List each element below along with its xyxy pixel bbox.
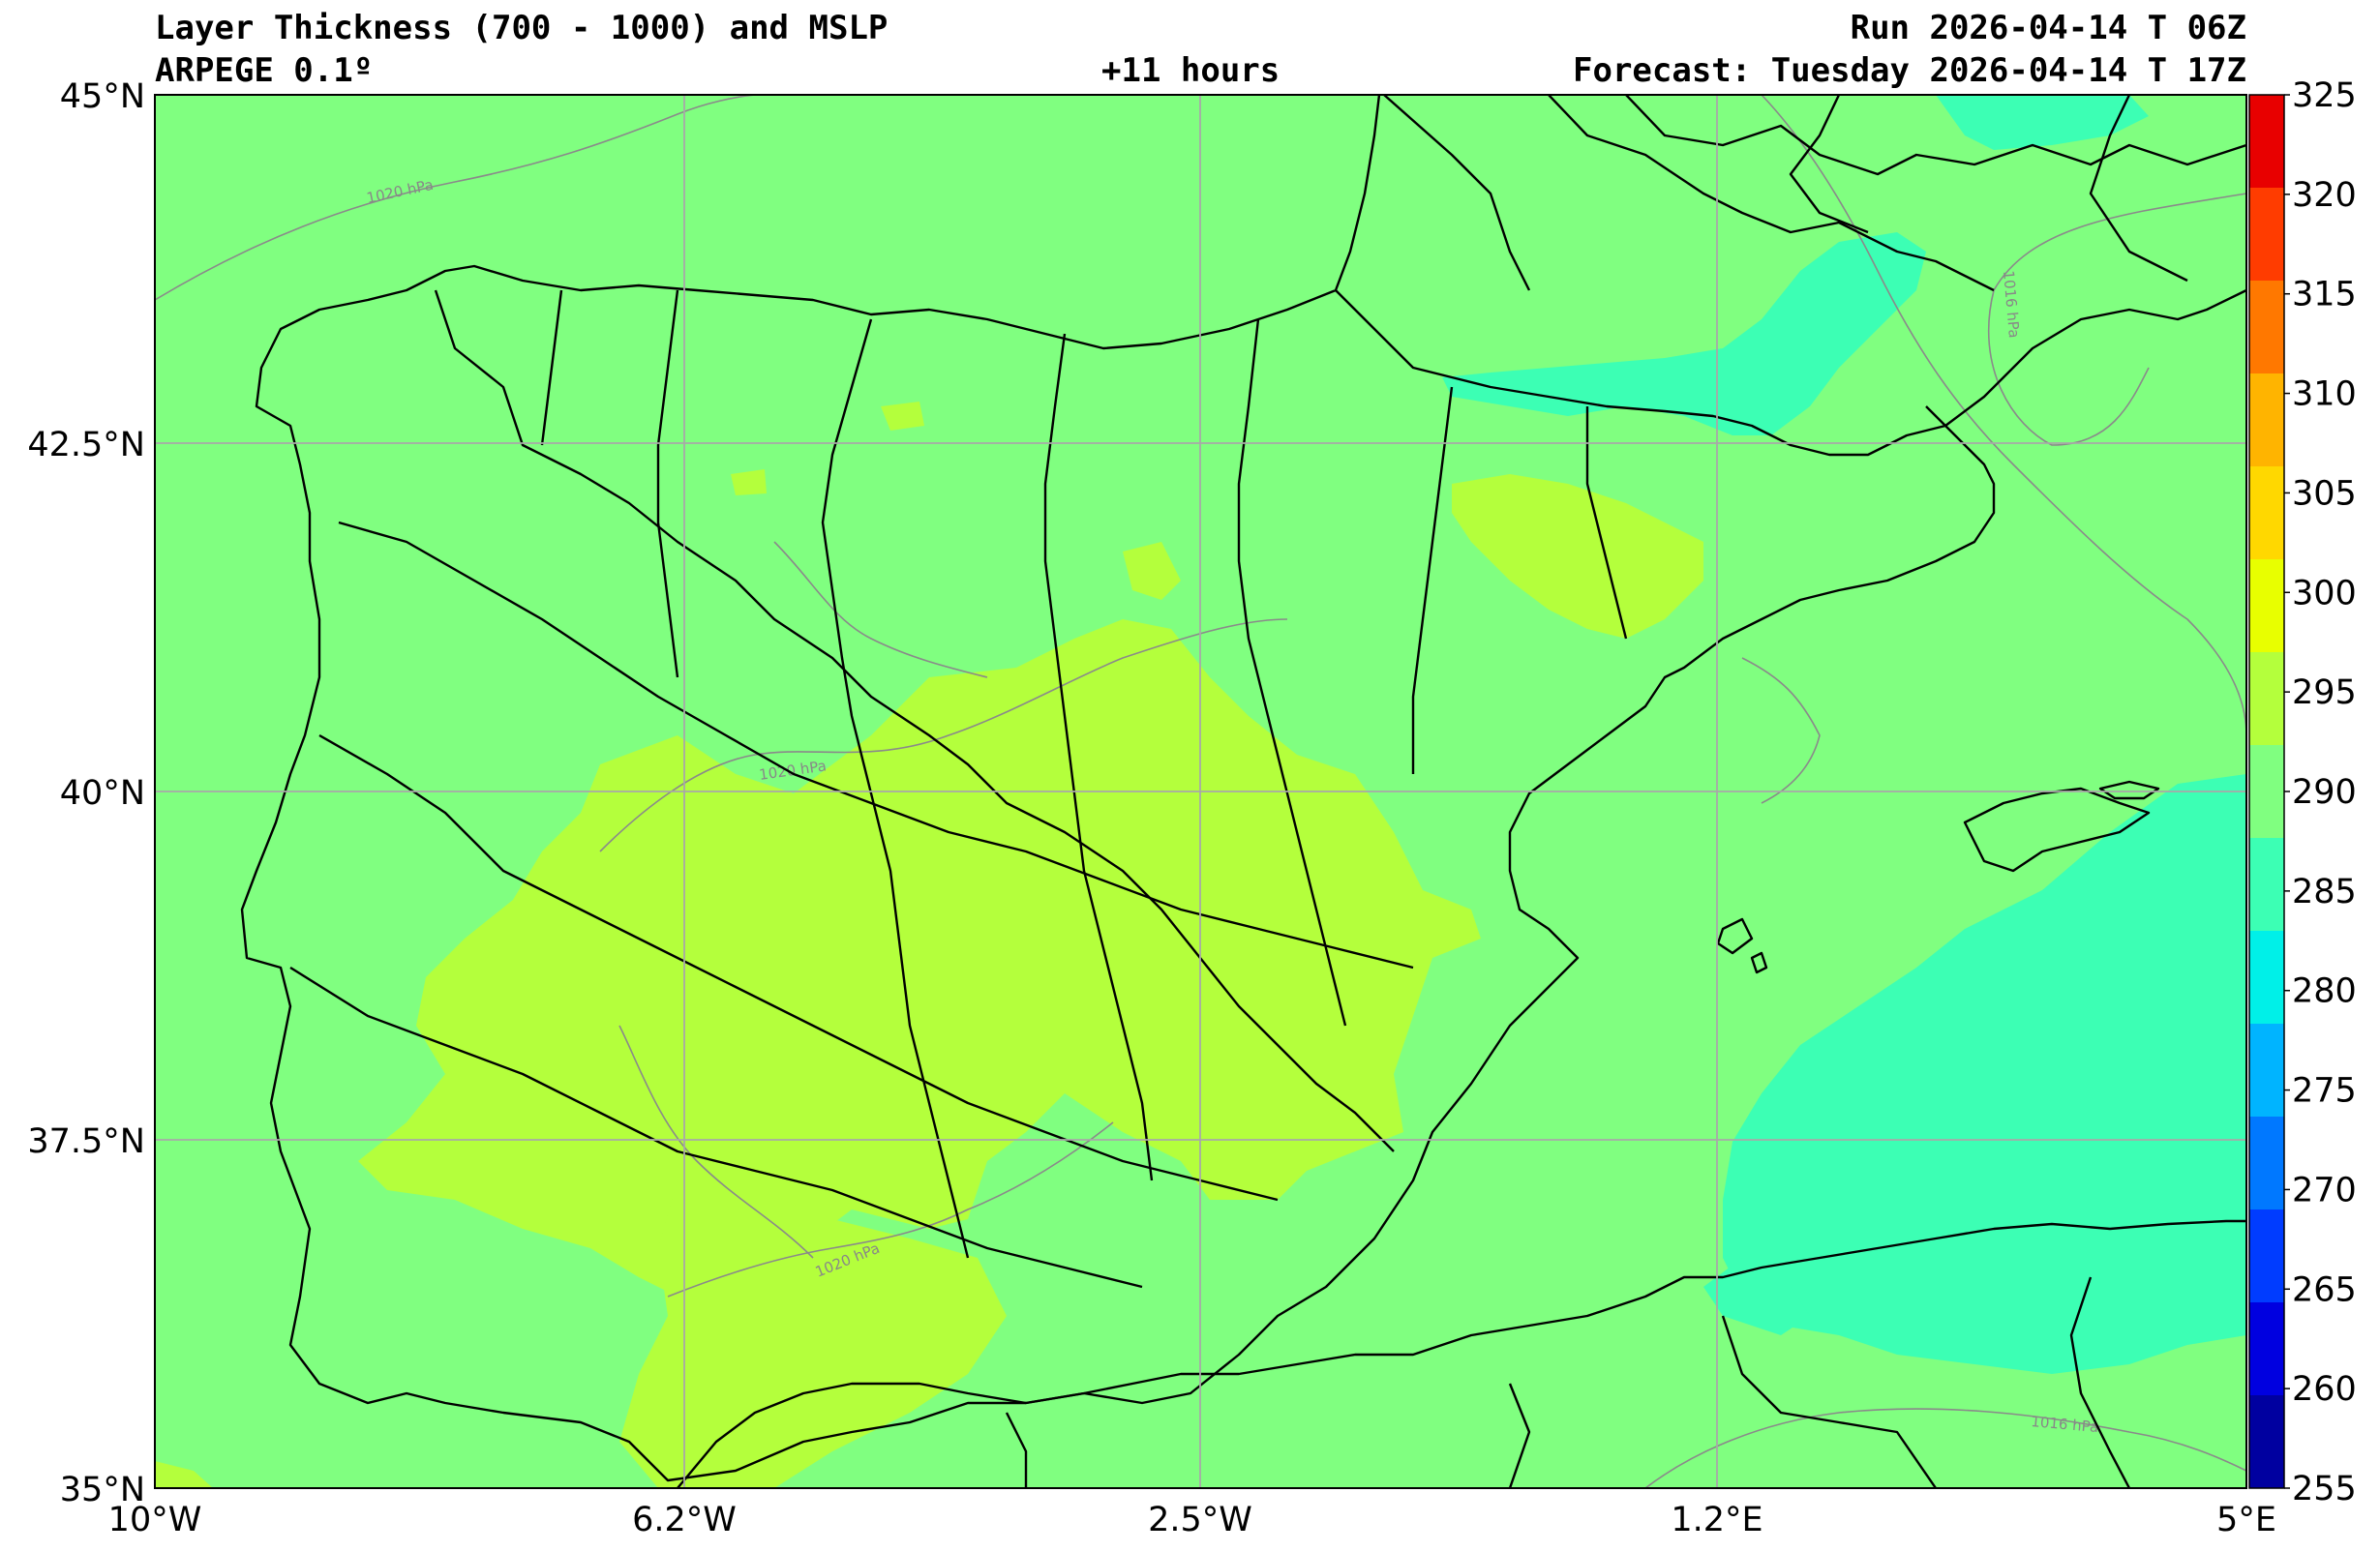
lat-label-45n: 45°N: [60, 77, 145, 116]
colorbar-tick-label: 320: [2292, 176, 2357, 215]
colorbar-tick-label: 280: [2292, 972, 2357, 1011]
run-label: Run 2026-04-14 T 06Z: [1850, 9, 2246, 47]
colorbar-tick-label: 315: [2292, 276, 2357, 314]
colorbar-tick-label: 305: [2292, 474, 2357, 513]
colorbar-segment: [2249, 95, 2284, 189]
lon-label-2-5w: 2.5°W: [1148, 1501, 1252, 1539]
lat-label-37-5n: 37.5°N: [27, 1122, 145, 1161]
isobar-lines: [155, 95, 2246, 1488]
lon-label-1-2e: 1.2°E: [1671, 1501, 1762, 1539]
colorbar-segment: [2249, 1302, 2284, 1396]
thickness-285-290-areas: [1442, 95, 2246, 1374]
forecast-label: Forecast: Tuesday 2026-04-14 T 17Z: [1573, 51, 2246, 90]
colorbar-tick-label: 275: [2292, 1072, 2357, 1111]
colorbar-segment: [2249, 1209, 2284, 1303]
colorbar-tick-label: 255: [2292, 1470, 2357, 1508]
lon-label-10w: 10°W: [108, 1501, 202, 1539]
colorbar-segment: [2249, 559, 2284, 653]
colorbar-tick-label: 295: [2292, 673, 2357, 712]
colorbar-tick-label: 290: [2292, 773, 2357, 812]
lat-label-42-5n: 42.5°N: [27, 426, 145, 464]
colorbar-segment: [2249, 373, 2284, 467]
graticule: [155, 95, 2246, 1488]
colorbar-segment: [2249, 1395, 2284, 1489]
colorbar-tick-label: 300: [2292, 574, 2357, 612]
colorbar-tick-label: 260: [2292, 1370, 2357, 1409]
lon-label-5e: 5°E: [2216, 1501, 2276, 1539]
colorbar-segment: [2249, 652, 2284, 746]
colorbar-tick-label: 270: [2292, 1171, 2357, 1209]
coastlines-and-borders: [240, 95, 2246, 1488]
lat-label-35n: 35°N: [60, 1471, 145, 1509]
colorbar-segment: [2249, 1117, 2284, 1210]
colorbar-segment: [2249, 838, 2284, 932]
colorbar-tick-label: 285: [2292, 873, 2357, 911]
colorbar-tick-label: 325: [2292, 76, 2357, 115]
colorbar: 325 320 315 310 305 300 295 290 285 280 275 270 265 2…: [2248, 76, 2357, 1508]
colorbar-segment: [2249, 745, 2284, 839]
colorbar-segment: [2249, 1024, 2284, 1118]
colorbar-segment: [2249, 466, 2284, 560]
lat-label-40n: 40°N: [60, 774, 145, 813]
colorbar-segment: [2249, 931, 2284, 1025]
model-label: ARPEGE 0.1º: [155, 51, 374, 90]
colorbar-segment: [2249, 188, 2284, 282]
colorbar-tick-label: 265: [2292, 1270, 2357, 1309]
colorbar-tick-label: 310: [2292, 375, 2357, 414]
colorbar-segment: [2249, 281, 2284, 374]
plot-frame: [154, 94, 2247, 1489]
lon-label-6-2w: 6.2°W: [632, 1501, 737, 1539]
lead-time-label: +11 hours: [1101, 51, 1280, 90]
map-title: Layer Thickness (700 - 1000) and MSLP: [155, 9, 889, 47]
